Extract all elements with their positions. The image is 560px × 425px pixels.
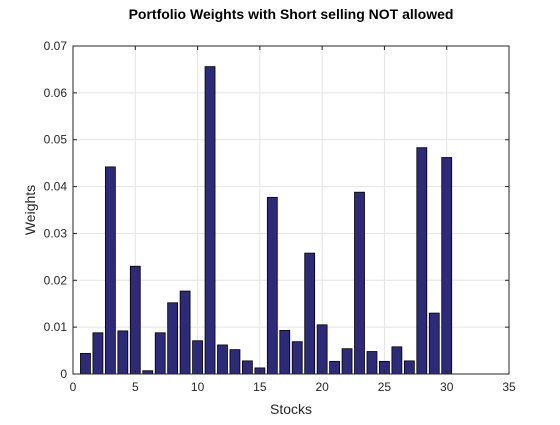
axis-ticks [72, 45, 510, 375]
bar-stock-29 [428, 312, 440, 375]
x-tick-label: 0 [70, 380, 77, 394]
y-tick-label: 0.01 [44, 320, 68, 334]
bar-stock-8 [167, 302, 179, 375]
x-tick-label: 15 [253, 380, 267, 394]
x-tick-label: 30 [440, 380, 454, 394]
bar-stock-3 [104, 166, 116, 375]
bar-stock-18 [291, 341, 303, 375]
bars [80, 66, 453, 375]
x-tick-label: 10 [191, 380, 205, 394]
bar-stock-21 [329, 360, 340, 375]
bar-stock-1 [80, 352, 91, 375]
x-tick-label: 5 [132, 380, 139, 394]
bar-stock-26 [391, 346, 403, 375]
y-tick-label: 0.05 [44, 133, 68, 147]
grid-lines [73, 46, 509, 374]
bar-stock-5 [129, 265, 141, 375]
bar-stock-22 [341, 348, 353, 375]
x-tick-label: 25 [378, 380, 392, 394]
bar-stock-12 [217, 344, 228, 375]
bar-stock-2 [92, 332, 104, 375]
bar-stock-7 [154, 332, 166, 375]
bar-stock-14 [242, 360, 253, 375]
bar-stock-27 [403, 360, 415, 375]
bar-stock-19 [304, 252, 316, 375]
y-tick-label: 0.02 [44, 273, 68, 287]
bar-stock-11 [204, 66, 216, 375]
bar-stock-30 [441, 157, 453, 375]
chart-title: Portfolio Weights with Short selling NOT… [129, 6, 454, 22]
x-axis-label: Stocks [270, 401, 312, 417]
bar-stock-13 [229, 349, 241, 375]
plot-area-frame [72, 45, 510, 375]
bar-stock-28 [416, 147, 428, 375]
bar-stock-9 [179, 290, 191, 375]
bar-stock-23 [354, 191, 365, 375]
bar-stock-17 [279, 330, 291, 375]
y-tick-labels: 0 0.01 0.02 0.03 0.04 0.05 0.06 0.07 [44, 39, 68, 381]
y-tick-label: 0.03 [44, 226, 68, 240]
y-tick-label: 0.04 [44, 180, 68, 194]
x-tick-label: 35 [502, 380, 516, 394]
bar-stock-16 [266, 196, 278, 375]
x-tick-label: 20 [315, 380, 329, 394]
bar-stock-20 [316, 324, 328, 375]
bar-stock-24 [366, 351, 378, 375]
bar-stock-4 [117, 330, 129, 375]
bar-stock-10 [192, 340, 203, 375]
y-tick-label: 0 [60, 367, 67, 381]
y-axis-label: Weights [22, 185, 38, 235]
x-tick-labels: 0 5 10 15 20 25 30 35 [70, 380, 516, 394]
y-tick-label: 0.06 [44, 86, 68, 100]
y-tick-label: 0.07 [44, 39, 68, 53]
